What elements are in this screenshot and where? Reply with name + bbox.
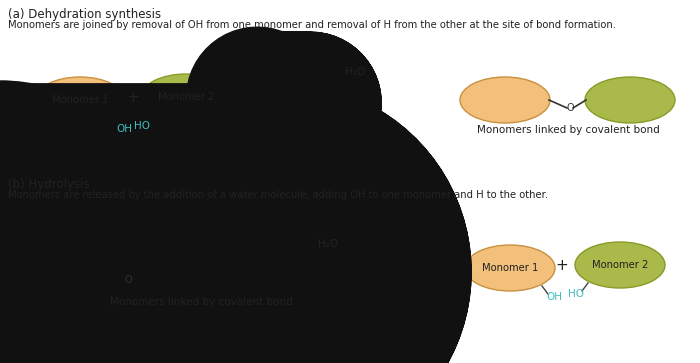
Text: O: O: [566, 103, 574, 113]
Text: HO: HO: [134, 121, 150, 131]
Text: HO: HO: [568, 289, 584, 299]
Text: H₂O: H₂O: [345, 67, 365, 77]
Text: O: O: [124, 275, 132, 285]
Ellipse shape: [35, 77, 125, 123]
Text: Monomers are released by the addition of a water molecule, adding OH to one mono: Monomers are released by the addition of…: [8, 190, 548, 200]
Circle shape: [340, 55, 370, 85]
Text: +: +: [127, 90, 139, 106]
Text: (a) Dehydration synthesis: (a) Dehydration synthesis: [8, 8, 161, 21]
Text: H₂O: H₂O: [318, 239, 338, 249]
Ellipse shape: [465, 245, 555, 291]
Text: +: +: [556, 258, 568, 273]
Text: Monomer 2: Monomer 2: [592, 260, 648, 270]
Text: Monomer 2: Monomer 2: [158, 92, 214, 102]
Ellipse shape: [35, 249, 125, 295]
Ellipse shape: [125, 249, 215, 295]
Text: (b) Hydrolysis: (b) Hydrolysis: [8, 178, 90, 191]
Circle shape: [314, 227, 343, 257]
Text: OH: OH: [546, 292, 562, 302]
Polygon shape: [344, 48, 367, 70]
Text: Monomers linked by covalent bond: Monomers linked by covalent bond: [110, 297, 293, 307]
Ellipse shape: [575, 242, 665, 288]
Polygon shape: [316, 220, 340, 242]
Text: Monomers are joined by removal of OH from one monomer and removal of H from the : Monomers are joined by removal of OH fro…: [8, 20, 616, 30]
Text: Monomers linked by covalent bond: Monomers linked by covalent bond: [477, 125, 659, 135]
Ellipse shape: [141, 74, 231, 120]
Text: Monomer 1: Monomer 1: [482, 263, 538, 273]
Ellipse shape: [460, 77, 550, 123]
Text: Monomer 1: Monomer 1: [52, 95, 108, 105]
Ellipse shape: [585, 77, 675, 123]
Text: OH: OH: [116, 124, 132, 134]
